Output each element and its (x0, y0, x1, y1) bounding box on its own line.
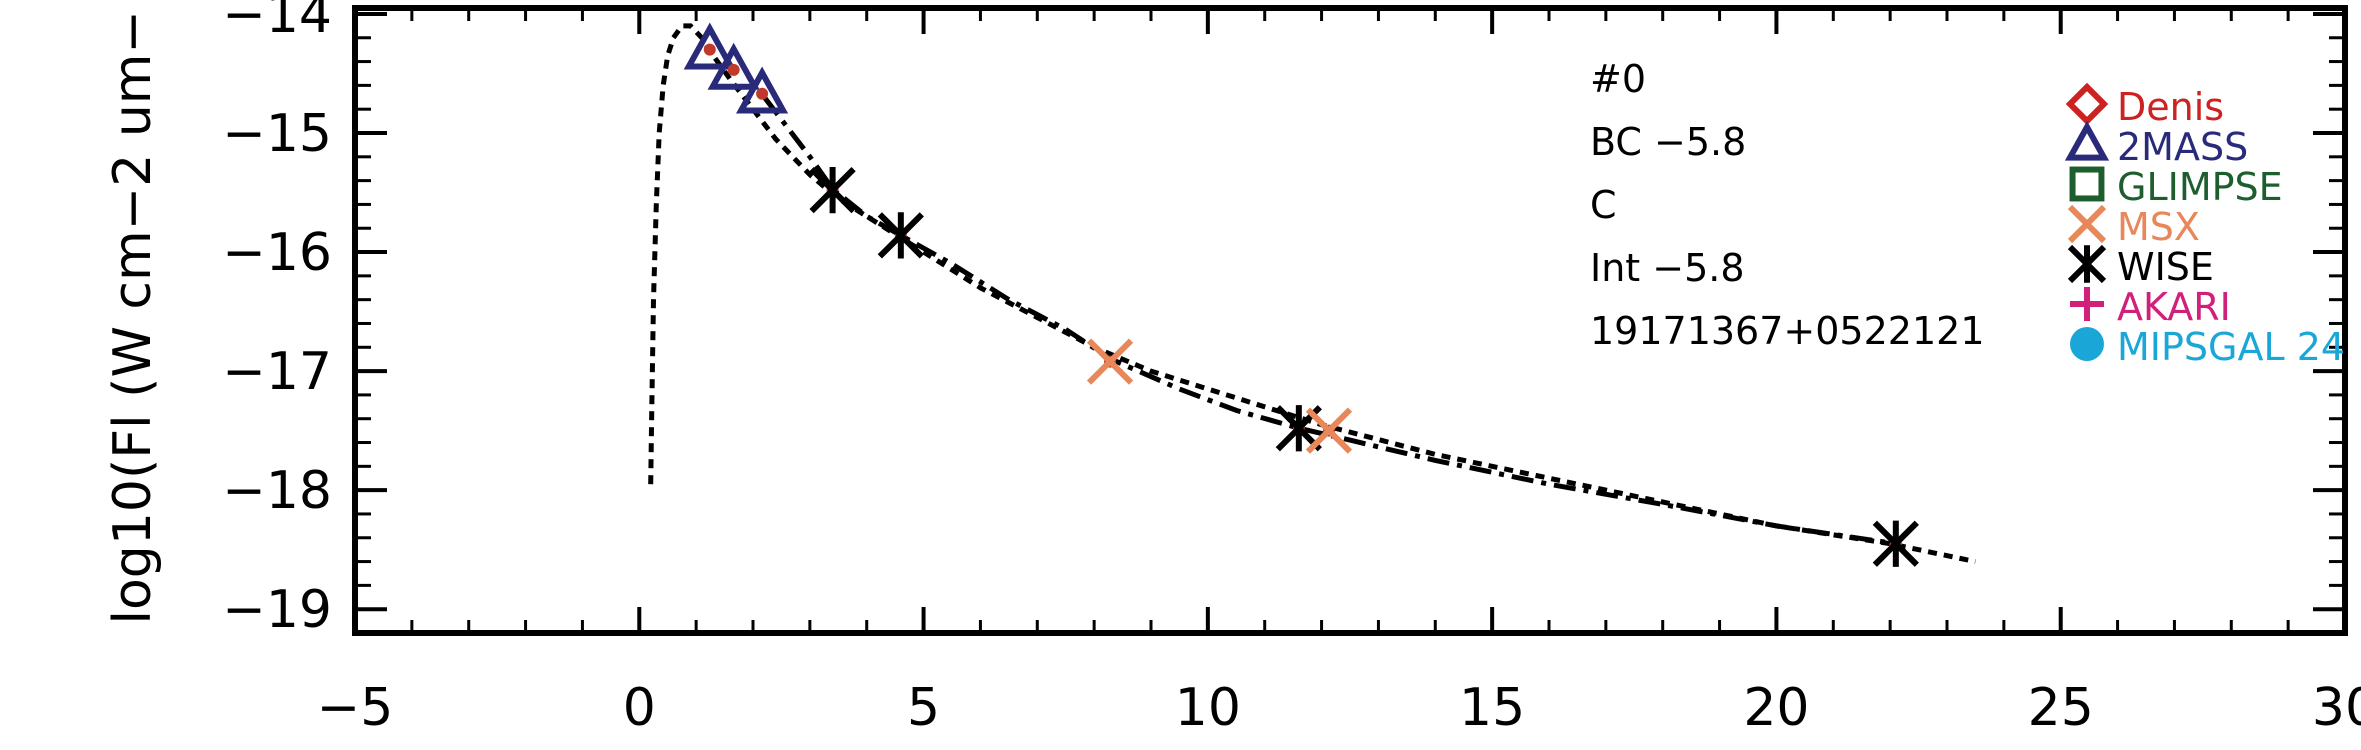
2mass-marker (683, 22, 736, 70)
x-tick-label: 0 (623, 678, 656, 738)
y-tick-label: −15 (222, 104, 332, 164)
annotation-bc: BC −5.8 (1590, 120, 1746, 164)
legend-akari-label: AKARI (2117, 285, 2231, 329)
x-tick-label: 25 (2028, 678, 2094, 738)
y-tick-label: −19 (222, 580, 332, 640)
annotation-id: #0 (1590, 57, 1646, 101)
legend-2mass-label: 2MASS (2117, 125, 2248, 169)
x-tick-label: 20 (1743, 678, 1809, 738)
axis-ticks (353, 8, 2347, 635)
y-tick-label: −16 (222, 223, 332, 283)
x-tick-label: 15 (1459, 678, 1525, 738)
data-point-dot (756, 87, 769, 100)
plot-frame (352, 5, 2348, 636)
x-tick-label: 10 (1175, 678, 1241, 738)
legend-wise-marker (2067, 244, 2107, 284)
annotation-source-name: 19171367+0522121 (1590, 309, 1985, 353)
legend-glimpse-label: GLIMPSE (2117, 165, 2283, 209)
data-point-dot (703, 43, 716, 56)
axis-tick-labels: −5 0 5 10 15 20 25 30 −19 −18 −17 −16 −15 −14 (222, 0, 2361, 738)
x-tick-label: −5 (317, 678, 394, 738)
legend-wise-label: WISE (2117, 245, 2214, 289)
msx-marker (1086, 338, 1134, 385)
wise-marker (1872, 520, 1919, 567)
msx-marker (1305, 407, 1353, 454)
wise-marker (809, 167, 856, 214)
2mass-marker (707, 42, 760, 90)
legend-akari-marker (2070, 287, 2104, 321)
legend-mipsgal-24-label: MIPSGAL 24 (2117, 325, 2345, 369)
y-tick-label: −18 (222, 461, 332, 521)
data-point-dot (727, 63, 740, 76)
data-markers (683, 22, 1919, 567)
legend-denis-marker (2065, 82, 2109, 126)
wise-marker (877, 212, 924, 259)
annotation-class: C (1590, 183, 1617, 227)
x-tick-label: 5 (907, 678, 940, 738)
y-tick-label: −14 (222, 0, 332, 45)
model-curve-dotted (648, 23, 1976, 565)
y-tick-label: −17 (222, 342, 332, 402)
annotations: #0 BC −5.8 C Int −5.8 19171367+0522121 (1590, 57, 1985, 353)
legend-glimpse-marker (2069, 166, 2105, 202)
annotation-int: Int −5.8 (1590, 246, 1745, 290)
legend-msx-label: MSX (2117, 205, 2200, 249)
x-tick-label: 30 (2312, 678, 2361, 738)
legend-msx-marker (2067, 204, 2107, 244)
2mass-marker (735, 66, 789, 114)
legend-denis-label: Denis (2117, 85, 2224, 129)
legend-2mass-marker (2064, 120, 2110, 161)
y-axis-label: log10(Fl (W cm−2 um− (103, 10, 163, 624)
model-curves (648, 23, 1976, 565)
legend-mipsgal-24-marker (2070, 327, 2104, 361)
